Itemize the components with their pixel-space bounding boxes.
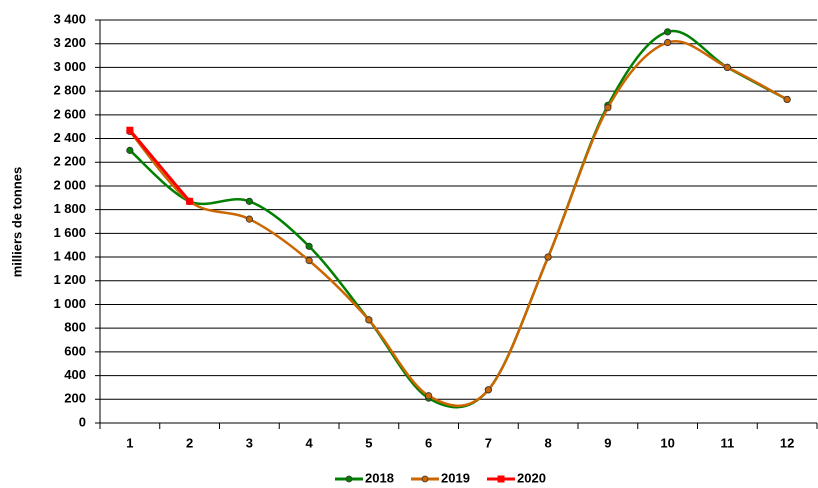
y-tick-label: 3 200 xyxy=(53,35,86,50)
marker xyxy=(365,316,373,324)
y-tick-label: 2 400 xyxy=(53,130,86,145)
y-tick-label: 2 000 xyxy=(53,177,86,192)
x-tick-label: 9 xyxy=(604,435,611,450)
y-tick-label: 2 800 xyxy=(53,83,86,98)
series-line xyxy=(128,129,191,203)
y-tick-label: 1 000 xyxy=(53,296,86,311)
y-tick-label: 1 400 xyxy=(53,248,86,263)
y-tick-label: 3 400 xyxy=(53,11,86,26)
y-tick-label: 2 200 xyxy=(53,154,86,169)
marker xyxy=(544,253,552,261)
y-tick-label: 600 xyxy=(64,343,86,358)
marker xyxy=(126,126,134,134)
x-tick-label: 1 xyxy=(126,435,133,450)
marker xyxy=(245,197,253,205)
legend-marker xyxy=(421,475,429,483)
legend-label: 2019 xyxy=(441,470,470,485)
y-tick-label: 3 000 xyxy=(53,59,86,74)
legend-marker xyxy=(345,475,353,483)
marker xyxy=(783,95,791,104)
marker xyxy=(305,242,313,250)
series-line xyxy=(128,40,788,407)
y-tick-label: 1 800 xyxy=(53,201,86,216)
x-tick-label: 4 xyxy=(306,435,314,450)
marker xyxy=(664,38,672,47)
marker xyxy=(126,146,134,154)
x-tick-label: 8 xyxy=(545,435,552,450)
x-tick-label: 5 xyxy=(365,435,372,450)
marker xyxy=(484,386,492,394)
y-tick-label: 200 xyxy=(64,391,86,406)
marker xyxy=(664,28,672,36)
y-tick-label: 0 xyxy=(79,414,86,429)
y-tick-label: 1 600 xyxy=(53,225,86,240)
x-tick-label: 2 xyxy=(186,435,193,450)
legend-label: 2018 xyxy=(365,470,394,485)
series-line xyxy=(129,29,788,409)
marker xyxy=(425,392,433,400)
y-tick-label: 1 200 xyxy=(53,272,86,287)
x-tick-label: 7 xyxy=(485,435,492,450)
y-axis-label: milliers de tonnes xyxy=(9,167,24,278)
x-tick-label: 3 xyxy=(246,435,253,450)
y-tick-label: 400 xyxy=(64,367,86,382)
marker xyxy=(186,197,194,205)
legend-marker xyxy=(497,475,505,483)
x-tick-label: 6 xyxy=(425,435,432,450)
marker xyxy=(604,104,612,112)
y-tick-label: 2 600 xyxy=(53,106,86,121)
marker xyxy=(245,215,253,223)
y-tick-label: 800 xyxy=(64,320,86,335)
legend-label: 2020 xyxy=(517,470,546,485)
marker xyxy=(723,63,731,72)
x-tick-label: 10 xyxy=(660,435,674,450)
x-tick-label: 12 xyxy=(780,435,794,450)
marker xyxy=(305,257,313,265)
x-tick-label: 11 xyxy=(721,435,735,450)
